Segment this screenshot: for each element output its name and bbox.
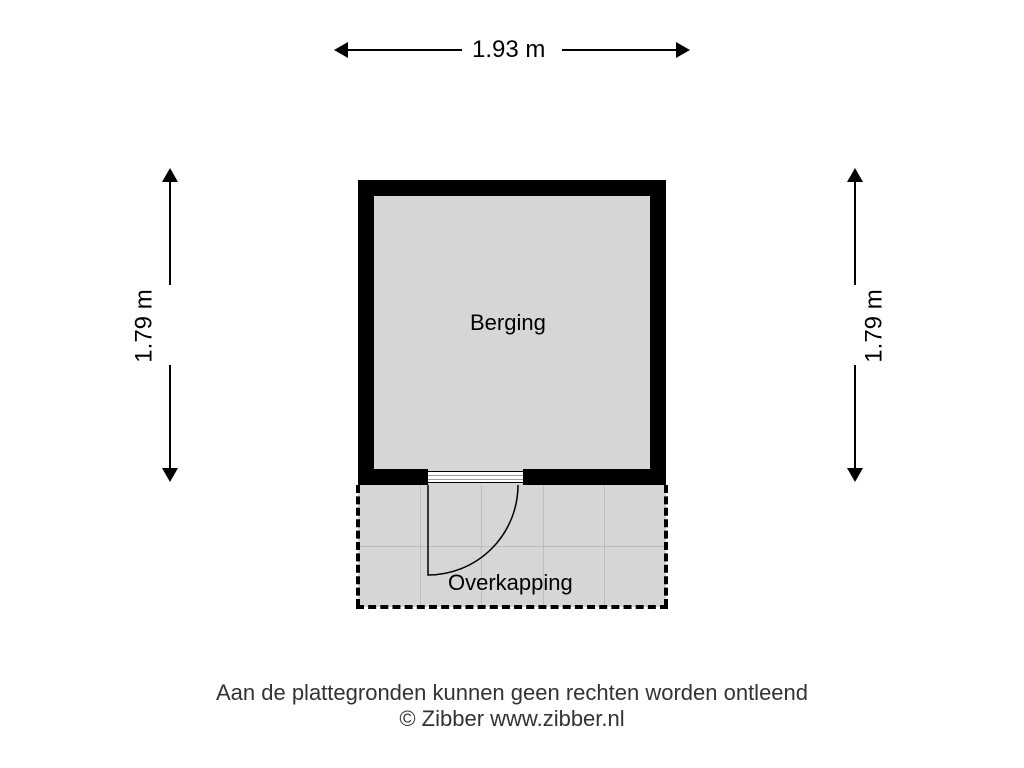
dim-left-arrow-up — [162, 168, 178, 182]
dim-right-line-top — [854, 180, 856, 285]
dimension-right-label: 1.79 m — [861, 289, 889, 362]
dim-right-line-bot — [854, 365, 856, 470]
dim-top-line-left — [344, 49, 462, 51]
dim-top-line-right — [562, 49, 680, 51]
dim-top-arrow-right — [676, 42, 690, 58]
dim-right-arrow-down — [847, 468, 863, 482]
floorplan-canvas: 1.93 m 1.79 m 1.79 m Berging — [0, 0, 1024, 768]
dim-top-arrow-left — [334, 42, 348, 58]
dim-left-line-top — [169, 180, 171, 285]
overkapping-grid-v4 — [604, 485, 605, 607]
overkapping-label: Overkapping — [448, 570, 573, 596]
overkapping-grid-h1 — [358, 546, 666, 547]
door-threshold-line2 — [428, 479, 523, 480]
berging-wall-bottom-right — [523, 469, 666, 485]
door-threshold — [428, 471, 523, 483]
dim-left-line-bot — [169, 365, 171, 470]
door-threshold-line1 — [428, 475, 523, 476]
dim-right-arrow-up — [847, 168, 863, 182]
footer-line2: © Zibber www.zibber.nl — [0, 706, 1024, 732]
overkapping-dash-left — [356, 485, 360, 607]
dim-left-arrow-down — [162, 468, 178, 482]
overkapping-dash-right — [664, 485, 668, 607]
berging-wall-left — [358, 180, 374, 485]
footer-line1: Aan de plattegronden kunnen geen rechten… — [0, 680, 1024, 706]
berging-wall-bottom-left — [358, 469, 428, 485]
berging-wall-right — [650, 180, 666, 485]
berging-wall-top — [358, 180, 666, 196]
overkapping-grid-v1 — [420, 485, 421, 607]
overkapping-dash-bottom — [356, 605, 668, 609]
footer-text: Aan de plattegronden kunnen geen rechten… — [0, 680, 1024, 732]
dimension-top-label: 1.93 m — [472, 36, 545, 64]
berging-label: Berging — [470, 310, 546, 336]
dimension-left-label: 1.79 m — [131, 289, 159, 362]
